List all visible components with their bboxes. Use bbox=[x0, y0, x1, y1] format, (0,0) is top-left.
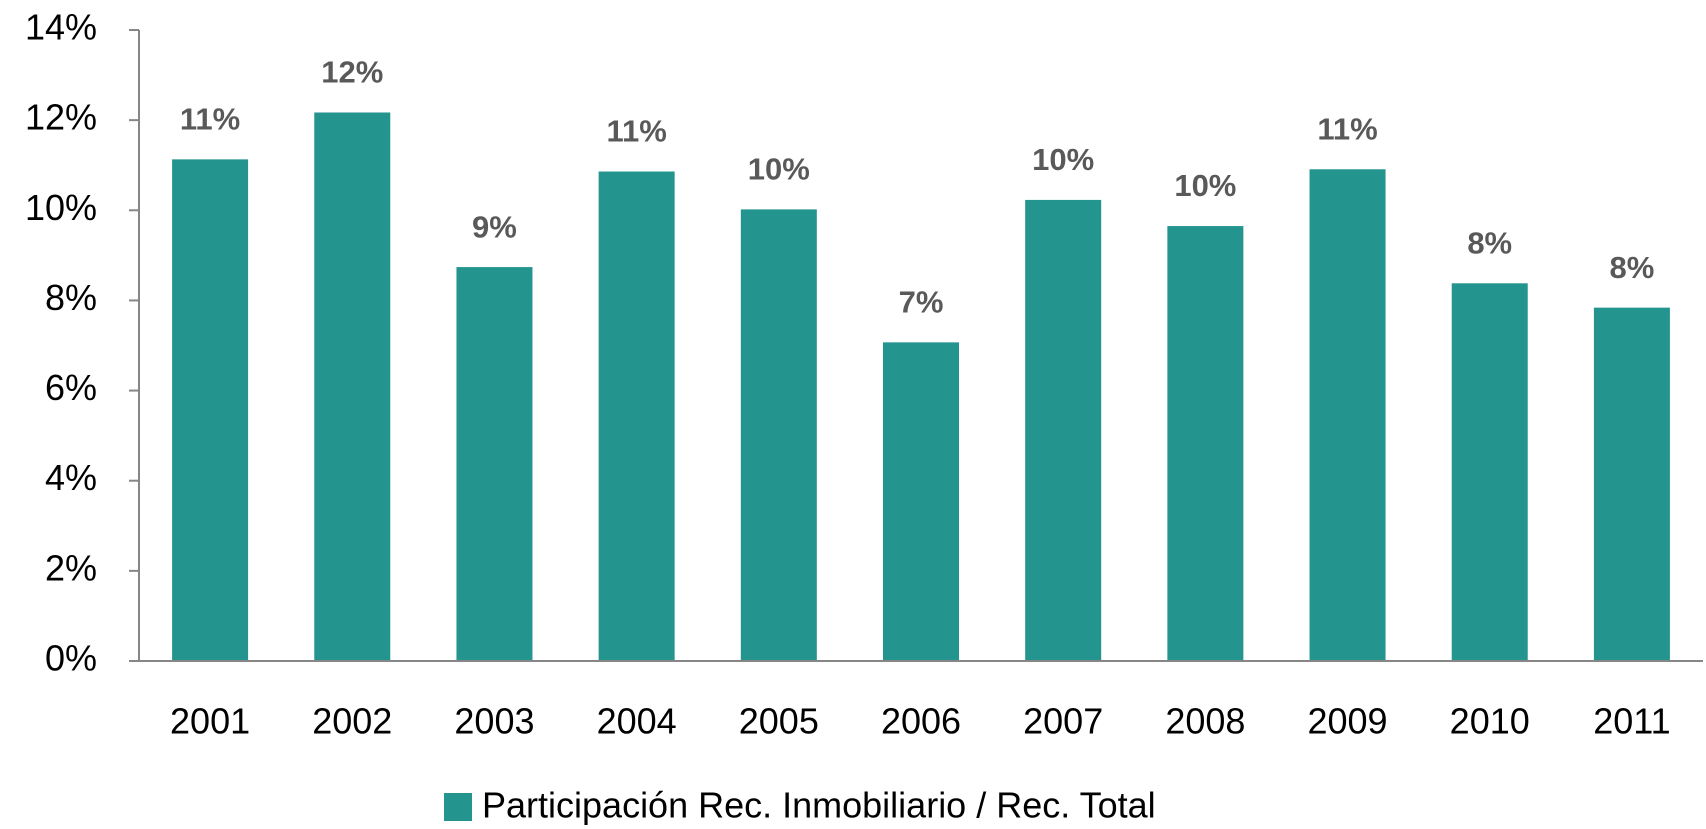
bar bbox=[740, 209, 817, 662]
data-label: 7% bbox=[899, 285, 944, 320]
data-label: 10% bbox=[1174, 168, 1236, 203]
x-tick-label: 2008 bbox=[1165, 701, 1245, 742]
data-label: 8% bbox=[1467, 225, 1512, 260]
x-tick-label: 2006 bbox=[881, 701, 961, 742]
bar bbox=[598, 171, 675, 661]
x-tick-label: 2005 bbox=[739, 701, 819, 742]
bar bbox=[314, 112, 391, 661]
x-tick-label: 2003 bbox=[454, 701, 534, 742]
y-tick-label: 4% bbox=[45, 457, 97, 498]
bar bbox=[1451, 283, 1528, 661]
bar bbox=[1593, 307, 1670, 661]
x-tick-label: 2002 bbox=[312, 701, 392, 742]
bar bbox=[1167, 226, 1244, 661]
data-label: 11% bbox=[606, 114, 666, 149]
y-tick-label: 2% bbox=[45, 547, 97, 588]
bar bbox=[1309, 169, 1386, 661]
x-tick-label: 2010 bbox=[1450, 701, 1530, 742]
y-tick-label: 6% bbox=[45, 367, 97, 408]
data-label: 10% bbox=[1032, 142, 1094, 177]
x-tick-label: 2001 bbox=[170, 701, 250, 742]
bar bbox=[456, 267, 533, 661]
bar bbox=[883, 342, 959, 661]
x-tick-label: 2004 bbox=[597, 701, 677, 742]
y-tick-label: 14% bbox=[25, 7, 97, 48]
x-tick-label: 2009 bbox=[1307, 701, 1387, 742]
data-label: 12% bbox=[321, 55, 383, 90]
bar bbox=[172, 159, 249, 662]
data-label: 10% bbox=[748, 152, 810, 187]
data-label: 11% bbox=[1317, 111, 1377, 146]
data-label: 11% bbox=[180, 102, 240, 137]
y-tick-label: 8% bbox=[45, 277, 97, 318]
x-tick-label: 2011 bbox=[1593, 701, 1670, 742]
data-label: 9% bbox=[472, 209, 517, 244]
legend-swatch bbox=[444, 793, 472, 821]
legend-label: Participación Rec. Inmobiliario / Rec. T… bbox=[482, 785, 1156, 826]
y-tick-label: 12% bbox=[25, 97, 97, 138]
data-label: 8% bbox=[1610, 250, 1655, 285]
y-tick-label: 10% bbox=[25, 187, 97, 228]
bar bbox=[1025, 199, 1102, 661]
x-tick-label: 2007 bbox=[1023, 701, 1103, 742]
y-tick-label: 0% bbox=[45, 638, 97, 679]
